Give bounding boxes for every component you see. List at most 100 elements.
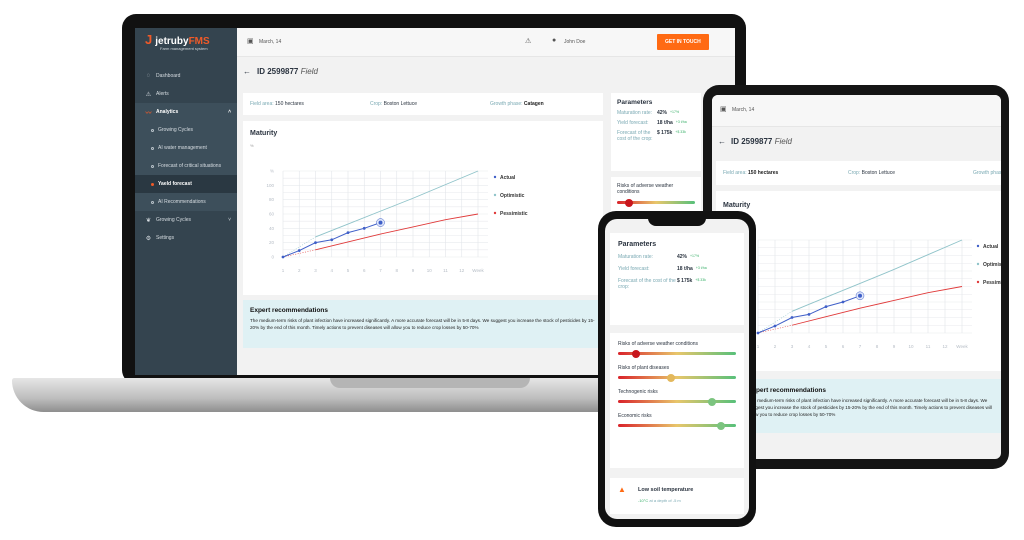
user-icon: ● xyxy=(552,37,557,44)
sidebar-item-growing-cycles[interactable]: ❦ Growing Cycles ˅ xyxy=(145,217,231,224)
tablet-page-title: ← ID 2599877 Field xyxy=(718,137,792,146)
x-tick-label: 9 xyxy=(893,344,896,349)
user-name[interactable]: John Doe xyxy=(564,39,586,45)
field-info-bar: Field area: 150 hectares Crop: Boston Le… xyxy=(243,93,603,115)
risk-level-knob xyxy=(716,421,725,430)
x-tick-label: 12 xyxy=(942,344,948,349)
back-arrow-icon[interactable]: ← xyxy=(718,137,726,146)
x-tick-label: 3 xyxy=(791,344,794,349)
legend-marker xyxy=(976,244,980,248)
risk-level-knob xyxy=(667,373,676,382)
tablet-header: ▣ March, 14 xyxy=(712,95,1001,127)
phone-risks-card: Risks of adverse weather conditions Risks… xyxy=(610,333,744,468)
phone-parameters-card: Parameters Maturation rate: 42% +17% Yield… xyxy=(610,233,744,325)
legend-marker xyxy=(976,262,980,266)
sidebar-item-analytics[interactable]: 〰 Analytics ˄ xyxy=(135,103,237,121)
data-point xyxy=(346,231,350,235)
y-axis-unit: % xyxy=(270,169,274,174)
x-tick-label: 11 xyxy=(443,268,448,273)
page-title: ← ID 2599877 Field xyxy=(243,67,318,76)
legend-marker xyxy=(493,193,497,197)
data-point xyxy=(330,238,334,242)
dashboard-icon: ◌ xyxy=(146,73,151,79)
param-row: Yield forecast: 18 t/ha +3 t/ha xyxy=(618,266,707,272)
header-date: March, 14 xyxy=(259,39,282,45)
data-point xyxy=(858,293,862,298)
x-tick-label: 2 xyxy=(298,268,301,273)
chevron-up-icon: ˄ xyxy=(228,109,231,115)
x-tick-label: 10 xyxy=(427,268,433,273)
sidebar-item-growing-cycles-sub[interactable]: Growing Cycles xyxy=(135,121,237,139)
laptop-notch xyxy=(330,378,530,388)
risk-item: Technogenic risks xyxy=(618,389,736,406)
data-point xyxy=(807,313,811,316)
sidebar-item-yield-forecast[interactable]: Yaeld forecast xyxy=(135,175,237,193)
alert-icon: ⚠ xyxy=(145,91,152,98)
legend-marker xyxy=(976,280,980,284)
tablet-expert-recommendations: Expert recommendations The medium-term r… xyxy=(712,379,1001,433)
sidebar-item-alerts[interactable]: ⚠ Alerts xyxy=(145,91,169,98)
data-point xyxy=(314,241,317,245)
get-in-touch-button[interactable]: GET IN TOUCH xyxy=(657,34,709,50)
maturity-unit: % xyxy=(250,143,254,148)
risk-bar xyxy=(618,349,736,358)
risk-item: Risks of plant diseases xyxy=(618,365,736,382)
calendar-icon[interactable]: ▣ xyxy=(720,106,727,113)
risk-label: Economic risks xyxy=(618,413,652,419)
y-tick-label: 40 xyxy=(269,226,275,231)
calendar-icon[interactable]: ▣ xyxy=(247,38,254,45)
bullet-icon xyxy=(151,200,154,204)
x-tick-label: 2 xyxy=(774,344,777,349)
tablet-screen: ▣ March, 14 ← ID 2599877 Field Field area… xyxy=(712,95,1001,459)
y-tick-label: 100 xyxy=(266,183,274,188)
risk-item: Economic risks xyxy=(618,413,736,430)
x-tick-label: Week xyxy=(472,268,484,273)
x-tick-label: 5 xyxy=(825,344,828,349)
header: ▣ March, 14 ⚠ ● John Doe GET IN TOUCH xyxy=(237,28,735,57)
data-point xyxy=(297,249,301,252)
legend-label: Pessimistic xyxy=(983,280,1001,286)
sidebar-item-dashboard[interactable]: ◌ Dashboard xyxy=(146,73,181,79)
x-tick-label: 12 xyxy=(459,268,465,273)
phone-screen: Parameters Maturation rate: 42% +17% Yield… xyxy=(605,219,749,519)
x-tick-label: 6 xyxy=(842,344,845,349)
data-point xyxy=(362,226,366,230)
risk-label: Risks of adverse weather conditions xyxy=(618,341,699,347)
x-tick-label: 1 xyxy=(757,344,760,349)
sidebar-item-ai-recommendations[interactable]: AI Recommendations xyxy=(135,193,237,211)
risk-level-knob xyxy=(631,349,640,358)
tablet-maturity-chart: 1 2 3 4 5 6 7 8 9 10 11 12 WeekActualOptimisticPessi… xyxy=(756,239,1001,349)
sidebar-item-ai-water[interactable]: AI water management xyxy=(135,139,237,157)
pessimistic-lead xyxy=(757,324,793,334)
risk-bar xyxy=(618,373,736,382)
param-row: Forecast of the cost of the crop: $ 175k +… xyxy=(618,278,706,290)
sidebar-item-forecast-critical[interactable]: Forecast of critical situations xyxy=(135,157,237,175)
gear-icon: ⚙ xyxy=(145,235,152,242)
x-tick-label: 8 xyxy=(876,344,879,349)
data-point xyxy=(790,316,794,319)
legend-marker xyxy=(493,211,497,215)
sidebar-item-settings[interactable]: ⚙ Settings xyxy=(145,235,175,242)
maturity-title: Maturity xyxy=(250,130,278,137)
risk-level-knob xyxy=(708,397,717,406)
legend-label: Pessimistic xyxy=(500,211,528,217)
legend-label: Actual xyxy=(983,244,999,250)
back-arrow-icon[interactable]: ← xyxy=(243,67,251,76)
legend-label: Optimistic xyxy=(983,262,1001,268)
phone-notch xyxy=(648,217,706,226)
param-row: Forecast of the cost of the crop: $ 175k +… xyxy=(617,130,686,142)
chevron-down-icon: ˅ xyxy=(228,217,231,223)
expert-recommendations: Expert recommendations The medium-term r… xyxy=(243,300,603,348)
x-tick-label: 9 xyxy=(412,268,415,273)
phone-alert-card: ▲ Low soil temperature -10°C at a depth … xyxy=(610,478,744,514)
x-tick-label: 11 xyxy=(926,344,931,349)
warning-icon[interactable]: ⚠ xyxy=(525,38,532,45)
data-point xyxy=(281,255,285,259)
param-row: Yield forecast: 18 t/ha +3 t/ha xyxy=(617,120,687,126)
y-tick-label: 0 xyxy=(271,255,274,260)
data-point xyxy=(773,324,777,328)
x-tick-label: 1 xyxy=(282,268,285,273)
